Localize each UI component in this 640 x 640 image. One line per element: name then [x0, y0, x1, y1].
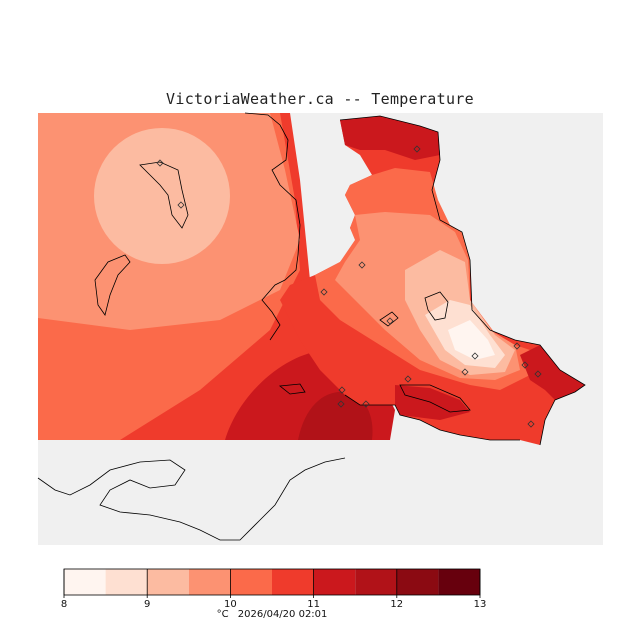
station-marker: [337, 400, 345, 408]
temperature-field-west: [38, 113, 395, 440]
legend-tick-label: 10: [224, 599, 237, 610]
legend-tick-label: 11: [307, 599, 320, 610]
timestamp-label: 2026/04/20 02:01: [237, 609, 328, 620]
station-marker: [362, 400, 370, 408]
coastline-island-3: [424, 291, 449, 321]
station-marker: [461, 368, 469, 376]
coastline-island-2: [94, 254, 131, 316]
coastline-west-island: [244, 112, 301, 341]
legend-swatch: [396, 569, 439, 595]
weather-stations: [156, 145, 542, 428]
band-12-0: [298, 391, 373, 440]
unit-label: °C: [216, 609, 229, 620]
station-marker: [471, 352, 479, 360]
legend-swatch: [272, 569, 314, 595]
coastline-island-1: [139, 161, 189, 229]
coastline-island-4: [379, 311, 399, 327]
band-8-5-east: [448, 320, 495, 360]
coastline-island-6: [399, 384, 471, 413]
coastline-peninsula: [339, 115, 586, 446]
station-marker: [320, 288, 328, 296]
station-marker: [513, 342, 521, 350]
station-marker: [358, 261, 366, 269]
legend-swatch: [105, 569, 148, 595]
station-marker: [177, 201, 185, 209]
station-marker: [521, 361, 529, 369]
station-marker: [386, 317, 394, 325]
station-marker: [527, 420, 535, 428]
legend-tick-label: 8: [61, 599, 67, 610]
band-11-0-south: [520, 345, 585, 400]
station-marker: [338, 386, 346, 394]
band-11-0-victoria: [395, 385, 470, 420]
station-marker: [156, 159, 164, 167]
legend-caption: °C 2026/04/20 02:01: [64, 609, 480, 620]
legend-tick-label: 13: [474, 599, 487, 610]
coastlines: [37, 112, 586, 541]
legend-swatch: [438, 569, 480, 595]
legend-swatch: [64, 569, 106, 595]
band-11-0-north: [340, 116, 440, 160]
legend-swatch: [355, 569, 397, 595]
station-marker: [534, 370, 542, 378]
legend-swatch: [230, 569, 272, 595]
color-legend: 8 9 10 11 12 13: [61, 568, 487, 610]
legend-swatch: [313, 569, 356, 595]
legend-tick-label: 9: [144, 599, 150, 610]
coastline-south: [37, 457, 346, 541]
legend-swatch: [188, 569, 231, 595]
temperature-field-east: [280, 116, 585, 445]
station-marker: [413, 145, 421, 153]
station-marker: [404, 375, 412, 383]
legend-swatch: [147, 569, 189, 595]
legend-tick-label: 12: [390, 599, 403, 610]
map-title: VictoriaWeather.ca -- Temperature: [166, 90, 474, 108]
band-9-5: [94, 128, 230, 264]
coastline-island-5: [278, 383, 306, 395]
